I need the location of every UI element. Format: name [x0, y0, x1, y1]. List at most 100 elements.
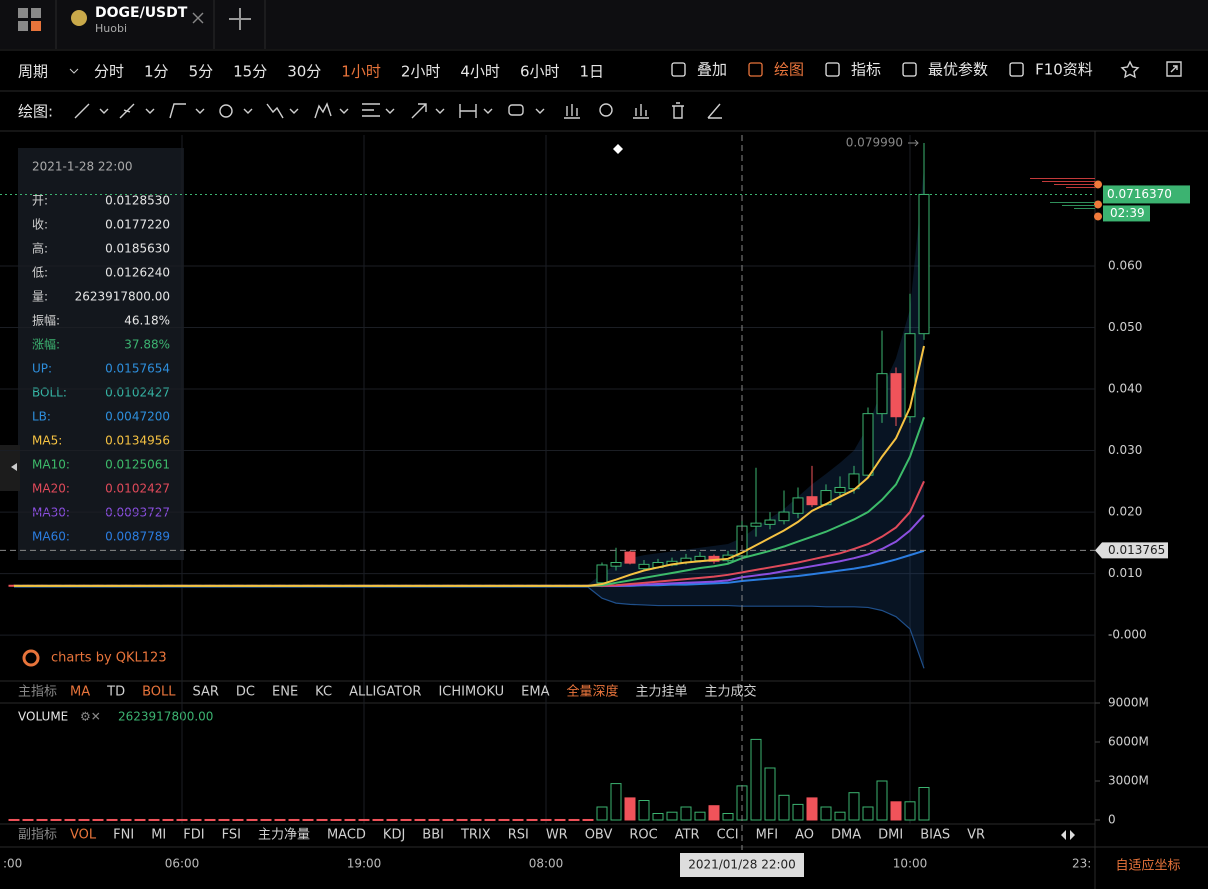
indicator[interactable]: ATR	[675, 828, 700, 843]
indicator[interactable]: WR	[546, 828, 568, 843]
volume-bar	[918, 787, 930, 821]
indicator[interactable]: ALLIGATOR	[349, 685, 421, 700]
candle-body	[862, 413, 874, 476]
info-date: 2021-1-28 22:00	[32, 160, 133, 174]
fullscreen[interactable]	[1166, 61, 1182, 77]
period-option[interactable]: 1小时	[341, 63, 381, 81]
indicator[interactable]: TRIX	[460, 828, 491, 843]
tab-bar	[0, 0, 1208, 49]
volume-tick-label: 9000M	[1108, 696, 1149, 710]
indicator[interactable]: 主力挂单	[635, 685, 687, 700]
period-option[interactable]: 分时	[94, 63, 124, 81]
volume-bar	[456, 818, 468, 821]
countdown-tag	[1103, 205, 1150, 222]
indicator[interactable]: ENE	[272, 685, 298, 700]
period-option[interactable]: 30分	[287, 63, 321, 81]
indicator[interactable]: ICHIMOKU	[438, 685, 504, 700]
indicator[interactable]: 主力净量	[258, 828, 310, 843]
volume-bar	[652, 813, 664, 821]
indicator[interactable]: 主力成交	[705, 684, 757, 700]
indicator[interactable]: CCI	[717, 828, 739, 843]
tool[interactable]: 绘图	[774, 61, 804, 79]
chevron[interactable]	[69, 68, 79, 74]
crosshair-price-tag	[1095, 542, 1168, 559]
volume-settings[interactable]: ⚙✕	[80, 710, 101, 724]
favorite[interactable]	[1120, 60, 1140, 79]
indicator[interactable]: MFI	[756, 828, 779, 843]
tool-icon	[825, 62, 840, 77]
period-option[interactable]: 1日	[579, 63, 604, 81]
info-value: 0.0128530	[105, 194, 170, 208]
volume-bar	[680, 806, 692, 821]
period-option[interactable]: 2小时	[401, 63, 441, 81]
scroll-arrows[interactable]	[1061, 830, 1075, 840]
volume-tick-label: 3000M	[1108, 774, 1149, 788]
indicator[interactable]: OBV	[585, 828, 613, 843]
indicator-label: 副指标	[18, 828, 57, 843]
tool[interactable]: 最优参数	[928, 61, 988, 79]
indicator[interactable]: BIAS	[920, 828, 950, 843]
volume-bar	[288, 818, 300, 821]
exchange: Huobi	[95, 22, 127, 35]
menu-icon[interactable]	[18, 8, 41, 31]
indicator[interactable]: FSI	[222, 828, 241, 843]
tool[interactable]: F10资料	[1035, 61, 1093, 79]
symbol[interactable]: DOGE/USDT	[95, 5, 188, 21]
indicator[interactable]: ROC	[629, 828, 657, 843]
info-value: 0.0047200	[105, 410, 170, 424]
indicator[interactable]: FDI	[183, 828, 204, 843]
indicator[interactable]: EMA	[521, 685, 549, 700]
indicator[interactable]: DC	[236, 685, 255, 700]
indicator[interactable]: FNI	[113, 828, 134, 843]
period-option[interactable]: 15分	[233, 63, 267, 81]
indicator[interactable]: BBI	[422, 828, 444, 843]
volume-bar	[190, 818, 202, 821]
volume-bar	[302, 818, 314, 821]
indicator[interactable]: MI	[151, 828, 166, 843]
info-value: 0.0134956	[105, 434, 170, 448]
tool[interactable]: 指标	[851, 61, 881, 79]
period-option[interactable]: 1分	[144, 63, 169, 81]
indicator[interactable]: BOLL	[142, 685, 176, 700]
crosshair-time: 2021/01/28 22:00	[688, 858, 796, 872]
indicator-label: 主指标	[18, 685, 57, 700]
indicator[interactable]: AO	[795, 828, 814, 843]
indicator[interactable]: TD	[106, 685, 125, 700]
indicator[interactable]: 全量深度	[566, 684, 618, 700]
info-value: 0.0102427	[105, 386, 170, 400]
watermark: charts by QKL123	[51, 651, 167, 666]
candle-body	[764, 519, 776, 525]
info-label: 低:	[32, 266, 48, 280]
add-tab[interactable]	[229, 8, 251, 30]
info-value: 0.0157654	[105, 362, 170, 376]
period-option[interactable]: 5分	[189, 63, 214, 81]
volume-bar	[694, 811, 706, 821]
indicator[interactable]: VR	[967, 828, 985, 843]
tool[interactable]: 叠加	[697, 61, 727, 79]
indicator[interactable]: MA	[70, 685, 90, 700]
indicator[interactable]: DMI	[878, 828, 903, 843]
volume-bar	[246, 818, 258, 821]
indicator[interactable]: SAR	[193, 685, 219, 700]
indicator[interactable]: DMA	[831, 828, 861, 843]
x-tick-label: 10:00	[893, 857, 928, 871]
auto-scale[interactable]: 自适应坐标	[1115, 858, 1180, 874]
volume-bar	[722, 813, 734, 821]
close-tab[interactable]	[192, 12, 204, 24]
volume-bar	[8, 818, 20, 821]
period-option[interactable]: 6小时	[520, 63, 560, 81]
indicator[interactable]: KDJ	[383, 828, 405, 843]
volume-bar	[50, 818, 62, 821]
indicator[interactable]: KC	[315, 685, 332, 700]
side-toggle[interactable]	[0, 445, 20, 491]
volume-bar	[120, 818, 132, 821]
drawing-tools[interactable]	[74, 102, 722, 119]
period-option[interactable]: 4小时	[460, 63, 500, 81]
volume-bar	[22, 818, 34, 821]
indicator[interactable]: VOL	[70, 828, 97, 843]
indicator[interactable]: RSI	[508, 828, 529, 843]
indicator[interactable]: MACD	[327, 828, 366, 843]
tool-icon	[671, 62, 686, 77]
